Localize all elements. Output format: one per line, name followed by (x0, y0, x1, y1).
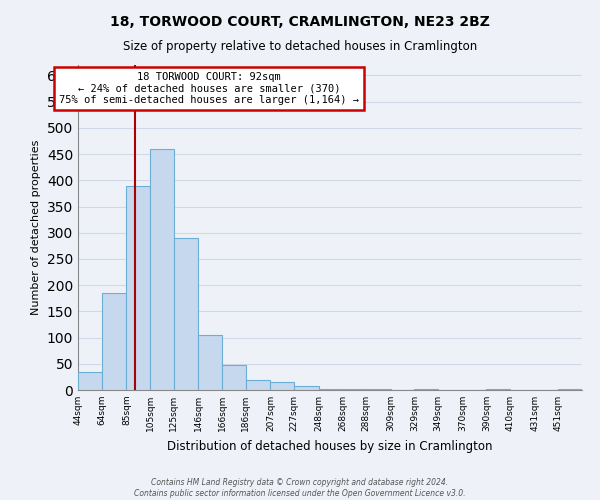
Bar (271, 382, 294, 390)
Bar (222, 365, 245, 390)
Text: Size of property relative to detached houses in Cramlington: Size of property relative to detached ho… (123, 40, 477, 53)
Bar (173, 238, 199, 390)
Bar (101, 293, 127, 390)
Y-axis label: Number of detached properties: Number of detached properties (31, 140, 41, 315)
Bar (150, 149, 173, 390)
Bar (294, 386, 319, 390)
Text: Contains HM Land Registry data © Crown copyright and database right 2024.
Contai: Contains HM Land Registry data © Crown c… (134, 478, 466, 498)
Bar (199, 335, 222, 390)
Bar (319, 389, 343, 390)
Bar (245, 380, 271, 390)
X-axis label: Distribution of detached houses by size in Cramlington: Distribution of detached houses by size … (167, 440, 493, 452)
Text: 18, TORWOOD COURT, CRAMLINGTON, NE23 2BZ: 18, TORWOOD COURT, CRAMLINGTON, NE23 2BZ (110, 15, 490, 29)
Bar (127, 186, 150, 390)
Bar (78, 372, 101, 390)
Text: 18 TORWOOD COURT: 92sqm
← 24% of detached houses are smaller (370)
75% of semi-d: 18 TORWOOD COURT: 92sqm ← 24% of detache… (59, 72, 359, 105)
